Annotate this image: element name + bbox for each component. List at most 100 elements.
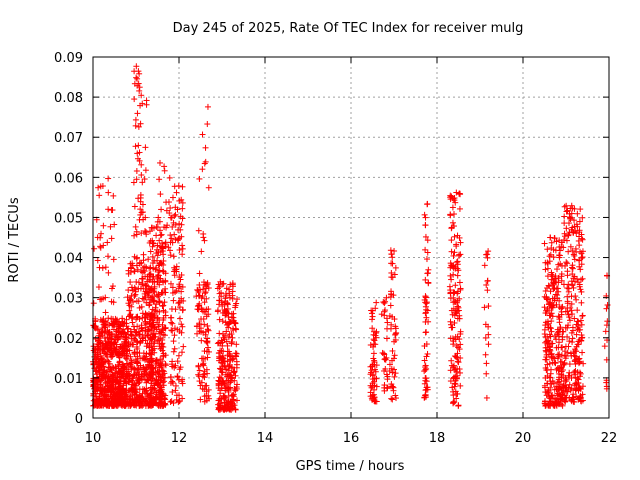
- data-point: [142, 167, 149, 174]
- x-tick-label: 22: [601, 431, 618, 446]
- y-tick-label: 0.09: [54, 51, 83, 66]
- data-point: [145, 256, 152, 263]
- data-point: [485, 341, 492, 348]
- data-point: [131, 203, 138, 210]
- data-point: [136, 386, 143, 393]
- data-point: [151, 349, 158, 356]
- data-point: [422, 222, 429, 229]
- data-point: [110, 326, 117, 333]
- data-point: [422, 276, 429, 283]
- data-point: [100, 315, 107, 322]
- data-point: [482, 351, 489, 358]
- data-point: [97, 243, 104, 250]
- data-point: [179, 245, 186, 252]
- data-point: [565, 220, 572, 227]
- data-point: [484, 277, 491, 284]
- data-point: [134, 110, 141, 117]
- data-point: [199, 131, 206, 138]
- data-point: [144, 376, 151, 383]
- data-point: [143, 229, 150, 236]
- data-point: [166, 174, 173, 181]
- data-point: [162, 392, 169, 399]
- data-point: [96, 264, 103, 271]
- data-point: [158, 244, 165, 251]
- data-point: [101, 368, 108, 375]
- data-point: [105, 189, 112, 196]
- data-point: [107, 335, 114, 342]
- data-point: [171, 345, 178, 352]
- data-point: [133, 167, 140, 174]
- data-point: [133, 176, 140, 183]
- data-point: [136, 259, 143, 266]
- data-point: [200, 234, 207, 241]
- data-point: [204, 103, 211, 110]
- data-point: [157, 227, 164, 234]
- data-point: [542, 288, 549, 295]
- data-point: [133, 338, 140, 345]
- data-point: [424, 201, 431, 208]
- data-point: [229, 295, 236, 302]
- data-point: [224, 301, 231, 308]
- data-point: [216, 290, 223, 297]
- data-point: [179, 307, 186, 314]
- data-point: [205, 327, 212, 334]
- data-point: [200, 315, 207, 322]
- data-point: [574, 318, 581, 325]
- data-point: [139, 209, 146, 216]
- data-point: [132, 223, 139, 230]
- data-point: [118, 373, 125, 380]
- data-point: [135, 142, 142, 149]
- data-point: [388, 395, 395, 402]
- data-point: [117, 343, 124, 350]
- data-point: [196, 175, 203, 182]
- data-point: [554, 292, 561, 299]
- data-point: [108, 382, 115, 389]
- data-point: [111, 319, 118, 326]
- data-point: [125, 287, 132, 294]
- data-point: [389, 254, 396, 261]
- data-point: [373, 299, 380, 306]
- data-point: [566, 369, 573, 376]
- data-point: [204, 322, 211, 329]
- data-point: [125, 368, 132, 375]
- data-point: [161, 167, 168, 174]
- data-point: [131, 232, 138, 239]
- data-point: [130, 374, 137, 381]
- data-point: [133, 74, 140, 81]
- data-point: [167, 314, 174, 321]
- data-point: [142, 332, 149, 339]
- data-point: [381, 384, 388, 391]
- data-point: [577, 206, 584, 213]
- data-point: [111, 221, 118, 228]
- data-point: [159, 303, 166, 310]
- data-point: [455, 402, 462, 409]
- data-point: [95, 343, 102, 350]
- data-point: [109, 283, 116, 290]
- data-point: [565, 248, 572, 255]
- data-point: [483, 370, 490, 377]
- data-point: [484, 287, 491, 294]
- data-point: [117, 333, 124, 340]
- data-point: [448, 324, 455, 331]
- data-point: [131, 268, 138, 275]
- data-point: [423, 256, 430, 263]
- data-point: [483, 360, 490, 367]
- data-point: [98, 373, 105, 380]
- data-point: [146, 302, 153, 309]
- data-point: [127, 353, 134, 360]
- data-point: [130, 179, 137, 186]
- data-point: [569, 265, 576, 272]
- data-point: [167, 205, 174, 212]
- data-point: [552, 360, 559, 367]
- data-point: [133, 357, 140, 364]
- data-point: [195, 227, 202, 234]
- data-point: [139, 295, 146, 302]
- x-tick-label: 10: [85, 431, 102, 446]
- y-tick-label: 0.07: [54, 131, 83, 146]
- data-point: [125, 325, 132, 332]
- data-point: [93, 386, 100, 393]
- data-point: [604, 301, 611, 308]
- data-point: [90, 300, 97, 307]
- data-point: [91, 245, 98, 252]
- data-point: [131, 96, 138, 103]
